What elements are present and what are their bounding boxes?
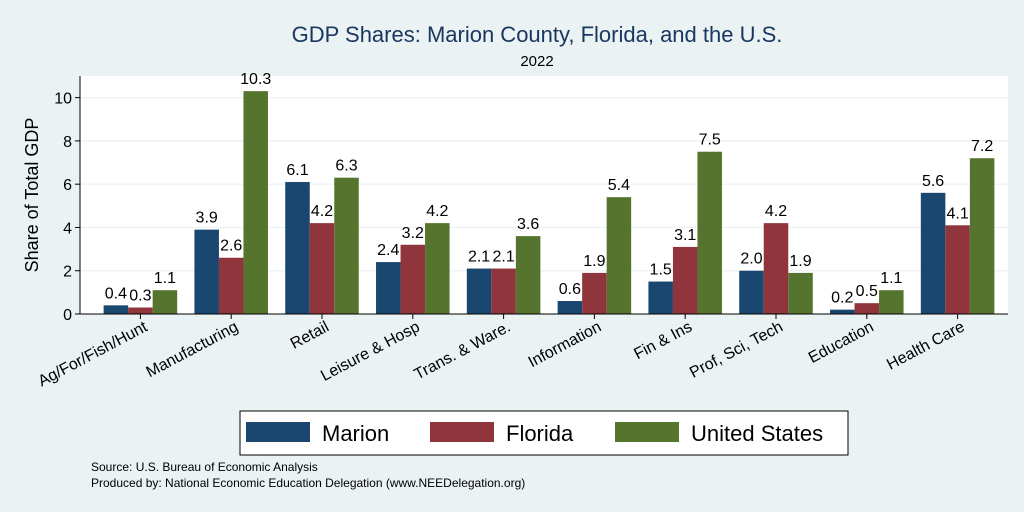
data-label: 4.2 — [311, 203, 333, 220]
value-labels-layer: 0.4 0.31.13.92.610.36.14.26.32.43.24.22.1… — [105, 71, 994, 307]
data-label: 2.4 — [377, 242, 399, 259]
data-label: 4.2 — [426, 203, 448, 220]
bar — [557, 301, 583, 314]
data-label: 2.1 — [492, 249, 514, 266]
bar — [218, 257, 244, 314]
y-tick-label: 8 — [63, 134, 72, 151]
data-label: 7.5 — [699, 132, 721, 149]
legend-label: United States — [691, 421, 823, 446]
data-label: 3.2 — [402, 225, 424, 242]
legend-label: Marion — [322, 421, 389, 446]
data-label: 0.6 — [559, 281, 581, 298]
y-tick-label: 4 — [63, 220, 72, 237]
bar — [920, 192, 946, 314]
bar — [309, 223, 335, 314]
bar — [582, 272, 607, 314]
data-label: 5.6 — [922, 173, 944, 190]
bar — [466, 268, 492, 314]
bar — [969, 158, 995, 314]
data-label: 1.5 — [650, 262, 672, 279]
data-label: 3.6 — [517, 216, 539, 233]
legend-box — [239, 410, 849, 456]
data-label: 4.2 — [765, 203, 787, 220]
bar — [763, 223, 789, 314]
data-label: 1.1 — [154, 270, 176, 287]
legend-swatch — [430, 422, 494, 442]
data-label: 5.4 — [608, 177, 630, 194]
bar — [243, 91, 268, 315]
y-axis-label: Share of Total GDP — [22, 118, 42, 273]
y-tick-label: 6 — [63, 177, 72, 194]
bar — [879, 290, 904, 314]
bar — [491, 268, 516, 314]
legend-label: Florida — [506, 421, 574, 446]
bar — [606, 197, 632, 314]
produced-by-note: Produced by: National Economic Education… — [91, 476, 525, 490]
data-label: 0.5 — [856, 283, 878, 300]
data-label: 0.2 — [831, 290, 853, 307]
data-label: 10.3 — [240, 71, 271, 88]
x-tick-label: Fin & Ins — [631, 319, 695, 364]
bar — [945, 225, 970, 314]
bar — [103, 305, 129, 314]
bar — [285, 182, 310, 314]
bar — [854, 303, 880, 314]
x-tick-label: Manufacturing — [144, 319, 242, 382]
x-tick-label: Health Care — [884, 318, 967, 373]
chart-subtitle: 2022 — [520, 53, 553, 70]
bar — [194, 229, 219, 314]
data-label: 6.1 — [286, 162, 308, 179]
data-label: 2.1 — [468, 249, 490, 266]
bar — [788, 272, 813, 314]
x-tick-label: Leisure & Hosp — [318, 318, 423, 384]
data-label: 1.1 — [880, 270, 902, 287]
legend-swatch — [615, 422, 679, 442]
x-tick-label: Trans. & Ware. — [412, 319, 514, 384]
bar — [697, 151, 722, 314]
data-label: 0.3 — [129, 288, 151, 305]
bar — [376, 262, 401, 314]
legend-swatch — [246, 422, 310, 442]
y-ticks-layer: 0 2 4 6 8 10 — [54, 91, 80, 324]
bar — [425, 223, 450, 314]
bar — [830, 309, 855, 314]
y-tick-label: 2 — [63, 264, 72, 281]
bar — [648, 281, 673, 314]
data-label: 0.4 — [105, 285, 127, 302]
legend-items: Marion Florida United States — [246, 421, 823, 446]
data-label: 1.9 — [789, 253, 811, 270]
x-tick-label: Ag/For/Fish/Hunt — [36, 318, 151, 390]
bar — [128, 307, 153, 314]
data-label: 6.3 — [335, 158, 357, 175]
legend: Marion Florida United States — [239, 410, 849, 456]
x-tick-label: Retail — [288, 319, 332, 353]
y-tick-label: 0 — [63, 307, 72, 324]
data-label: 3.9 — [196, 210, 218, 227]
data-label: 1.9 — [583, 253, 605, 270]
data-label: 4.1 — [946, 205, 968, 222]
bar — [739, 270, 764, 314]
data-label: 2.0 — [740, 251, 762, 268]
bar — [400, 244, 426, 314]
chart-title: GDP Shares: Marion County, Florida, and … — [292, 22, 783, 47]
y-tick-label: 10 — [54, 91, 72, 108]
bar — [152, 290, 178, 314]
data-label: 2.6 — [220, 238, 242, 255]
data-label: 7.2 — [971, 138, 993, 155]
bars-layer — [103, 91, 995, 315]
bar — [672, 246, 698, 314]
source-note: Source: U.S. Bureau of Economic Analysis — [91, 460, 318, 474]
x-tick-label: Information — [526, 319, 605, 372]
bar — [334, 177, 359, 314]
x-tick-label: Prof, Sci, Tech — [687, 319, 786, 382]
x-tick-label: Education — [806, 319, 877, 367]
data-label: 3.1 — [674, 227, 696, 244]
bar — [515, 236, 541, 314]
